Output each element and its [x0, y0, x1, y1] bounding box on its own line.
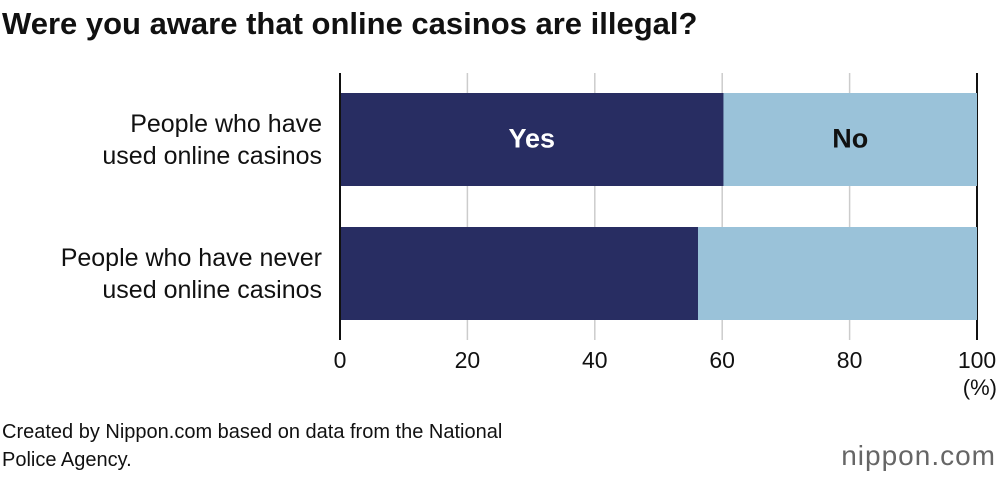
chart-title: Were you aware that online casinos are i…	[2, 6, 697, 41]
x-tick-label: 80	[837, 347, 863, 373]
x-tick-label: 40	[582, 347, 608, 373]
x-axis-unit: (%)	[963, 375, 997, 400]
legend-label: Yes	[508, 124, 555, 154]
x-tick-label: 100	[958, 347, 996, 373]
source-note: Created by Nippon.com based on data from…	[2, 421, 503, 471]
x-tick-label: 0	[334, 347, 347, 373]
brand-logo: nippon.com	[841, 440, 996, 471]
y-tick-label: People who have used online casinos	[102, 109, 322, 170]
legend-label: No	[832, 124, 868, 154]
bar-segment	[340, 93, 724, 186]
x-tick-label: 60	[709, 347, 735, 373]
bar-segment	[340, 227, 698, 320]
bar-segment	[723, 93, 977, 186]
x-tick-label: 20	[455, 347, 481, 373]
bar-segment	[697, 227, 977, 320]
y-tick-label: People who have never used online casino…	[60, 243, 322, 304]
